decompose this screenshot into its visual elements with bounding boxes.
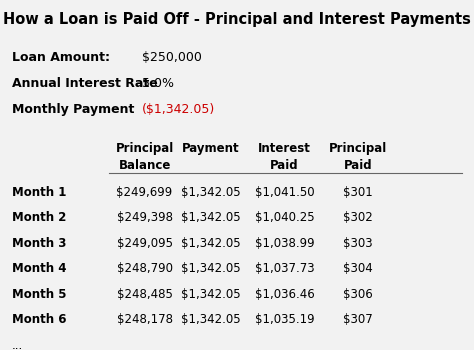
Text: $302: $302 (343, 211, 373, 224)
Text: 5.0%: 5.0% (142, 77, 174, 90)
Text: Paid: Paid (344, 159, 372, 172)
Text: Month 6: Month 6 (12, 313, 66, 326)
Text: $1,036.46: $1,036.46 (255, 288, 314, 301)
Text: $1,038.99: $1,038.99 (255, 237, 314, 250)
Text: Principal: Principal (329, 142, 387, 155)
Text: $1,342.05: $1,342.05 (181, 313, 241, 326)
Text: ...: ... (12, 339, 23, 350)
Text: $250,000: $250,000 (142, 51, 202, 64)
Text: $248,485: $248,485 (117, 288, 173, 301)
Text: Interest: Interest (258, 142, 311, 155)
Text: Balance: Balance (118, 159, 171, 172)
Text: $1,037.73: $1,037.73 (255, 262, 314, 275)
Text: Month 3: Month 3 (12, 237, 66, 250)
Text: $1,342.05: $1,342.05 (181, 186, 241, 198)
Text: $249,095: $249,095 (117, 237, 173, 250)
Text: $1,342.05: $1,342.05 (181, 288, 241, 301)
Text: $301: $301 (343, 186, 373, 198)
Text: Paid: Paid (270, 159, 299, 172)
Text: $249,699: $249,699 (117, 186, 173, 198)
Text: Month 1: Month 1 (12, 186, 66, 198)
Text: Loan Amount:: Loan Amount: (12, 51, 110, 64)
Text: $304: $304 (343, 262, 373, 275)
Text: Month 2: Month 2 (12, 211, 66, 224)
Text: How a Loan is Paid Off - Principal and Interest Payments: How a Loan is Paid Off - Principal and I… (3, 12, 471, 27)
Text: Principal: Principal (116, 142, 173, 155)
Text: Annual Interest Rate: Annual Interest Rate (12, 77, 157, 90)
Text: $1,035.19: $1,035.19 (255, 313, 314, 326)
Text: Month 5: Month 5 (12, 288, 66, 301)
Text: Month 4: Month 4 (12, 262, 66, 275)
Text: Payment: Payment (182, 142, 240, 155)
Text: $1,342.05: $1,342.05 (181, 237, 241, 250)
Text: $249,398: $249,398 (117, 211, 173, 224)
Text: $307: $307 (343, 313, 373, 326)
Text: $1,342.05: $1,342.05 (181, 211, 241, 224)
Text: $303: $303 (343, 237, 373, 250)
Text: $248,790: $248,790 (117, 262, 173, 275)
Text: ($1,342.05): ($1,342.05) (142, 103, 216, 116)
Text: $1,041.50: $1,041.50 (255, 186, 314, 198)
Text: $1,342.05: $1,342.05 (181, 262, 241, 275)
Text: $248,178: $248,178 (117, 313, 173, 326)
Text: Monthly Payment: Monthly Payment (12, 103, 134, 116)
Text: $306: $306 (343, 288, 373, 301)
Text: $1,040.25: $1,040.25 (255, 211, 314, 224)
